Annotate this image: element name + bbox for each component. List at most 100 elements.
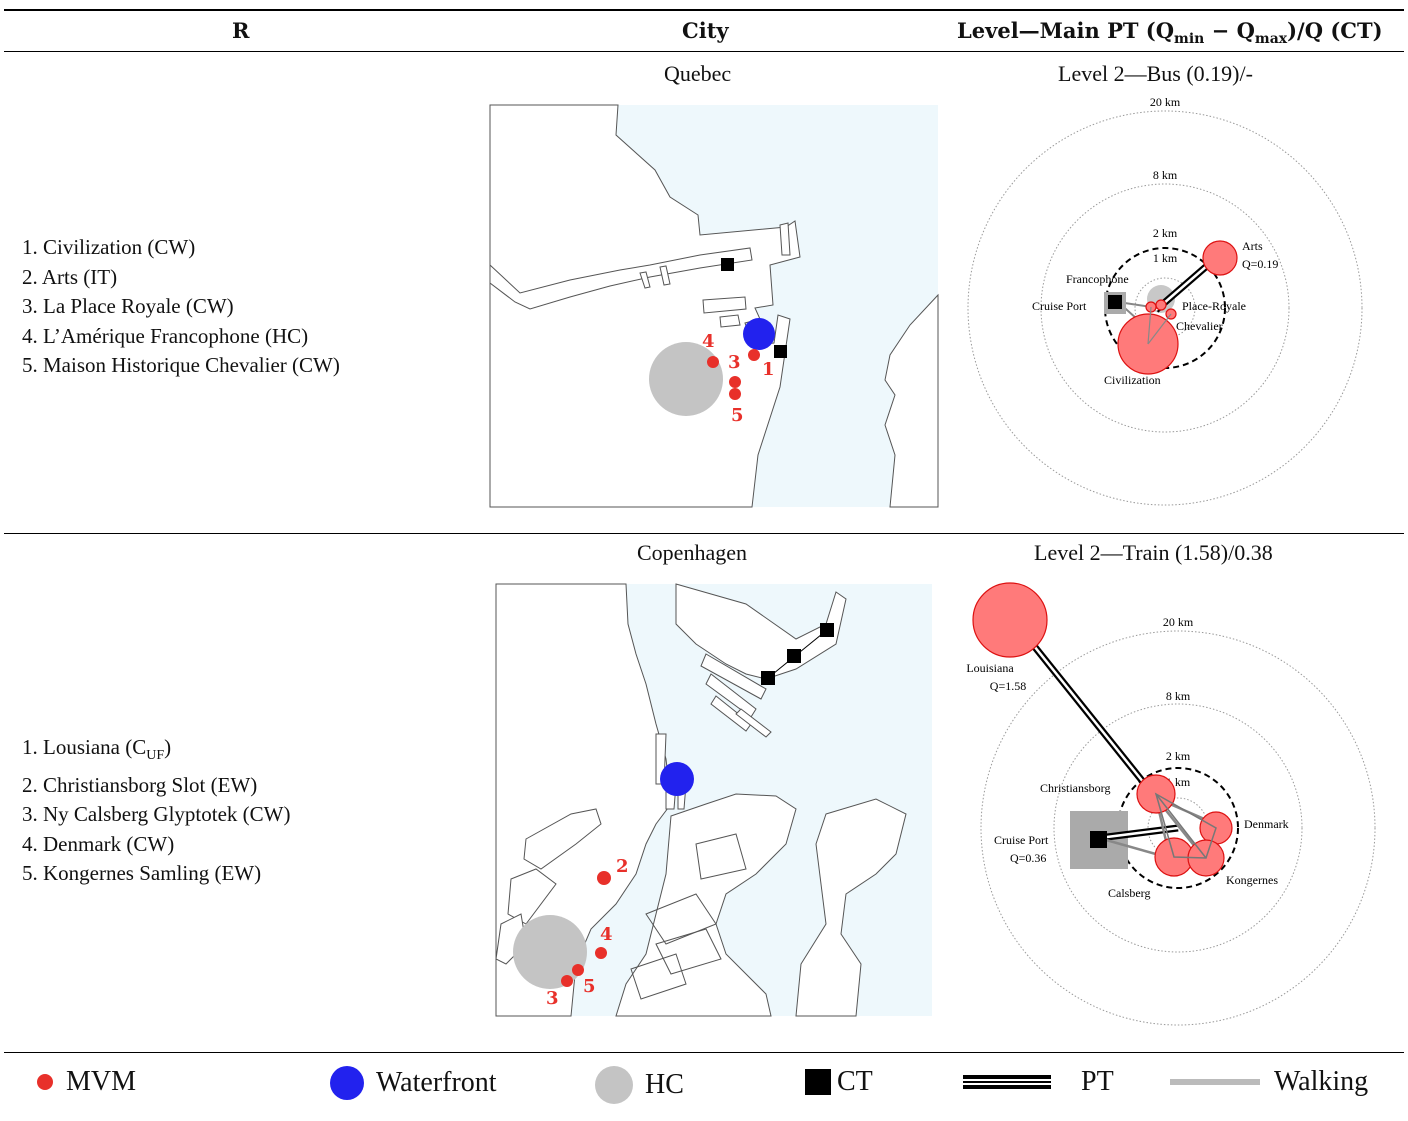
- node-label: Q=1.58: [990, 679, 1026, 693]
- ring-label: 2 km: [1153, 226, 1178, 240]
- map-label: 4: [600, 924, 613, 945]
- header-level: Level—Main PT (Qmin − Qmax)/Q (CT): [957, 18, 1383, 48]
- level-title-copenhagen: Level 2—Train (1.58)/0.38: [1034, 540, 1273, 565]
- legend-hc: HC: [595, 1066, 684, 1104]
- node-label: Q=0.36: [1010, 851, 1046, 865]
- hc-circle: [513, 915, 587, 989]
- legend-pt: PT: [963, 1066, 1114, 1098]
- piers: [489, 222, 791, 328]
- legend-label: Waterfront: [376, 1067, 497, 1098]
- cruise-port-square: [1090, 831, 1107, 848]
- mvm-icon: [37, 1074, 53, 1090]
- list-item: 5. Kongernes Samling (EW): [22, 861, 262, 886]
- waterfront-icon: [330, 1066, 364, 1100]
- mvm-dot: [707, 356, 719, 368]
- hc-circle: [649, 342, 723, 416]
- list-item: 4. Denmark (CW): [22, 831, 175, 856]
- museum-node: [1155, 299, 1167, 311]
- mvm-dot: [748, 349, 760, 361]
- table-top-rule: [4, 9, 1404, 11]
- walking-links-overlay: [1154, 792, 1217, 859]
- map-label: 2: [616, 856, 629, 877]
- list-item: 4. L’Amérique Francophone (HC): [22, 323, 309, 348]
- ring-label: 20 km: [1163, 615, 1194, 629]
- waterfront-circle: [660, 762, 694, 796]
- legend-mvm: MVM: [36, 1066, 136, 1098]
- legend: MVM Waterfront HC CT PT Walking: [0, 1062, 1408, 1112]
- node-label: Christiansborg: [1040, 781, 1110, 795]
- mvm-dot: [729, 376, 741, 388]
- walking-icon: [1170, 1079, 1260, 1085]
- node-label: Calsberg: [1108, 886, 1150, 900]
- ring-label: 20 km: [1150, 95, 1181, 109]
- copenhagen-map: 2 4 5 3: [495, 583, 932, 1017]
- mvm-dot: [597, 871, 611, 885]
- list-item: 2. Arts (IT): [22, 264, 118, 289]
- list-item: 2. Christiansborg Slot (EW): [22, 772, 258, 797]
- cruise-port-square: [1108, 295, 1122, 309]
- east-land: [795, 798, 907, 1017]
- mvm-dot: [561, 975, 573, 987]
- ct-icon: [805, 1069, 831, 1095]
- map-label: 4: [702, 331, 715, 352]
- map-label: 3: [728, 352, 741, 373]
- museum-list-quebec: 1. Civilization (CW) 2. Arts (IT) 3. La …: [22, 233, 340, 381]
- row-divider: [4, 533, 1404, 534]
- amager-land: [615, 793, 797, 1017]
- legend-label: HC: [645, 1069, 684, 1100]
- east-shore: [884, 293, 939, 508]
- walking-link: [1147, 306, 1152, 345]
- ring-20km: [980, 630, 1376, 1026]
- list-item: 3. Ny Calsberg Glyptotek (CW): [22, 802, 291, 827]
- mvm-dot: [572, 964, 584, 976]
- node-label: Q=0.19: [1242, 257, 1278, 271]
- header-city: City: [682, 18, 729, 43]
- node-label: Cruise Port: [994, 833, 1049, 847]
- quebec-network-diagram: 20 km 8 km 2 km 1 km Arts Q=0.19 Francop…: [967, 95, 1363, 506]
- list-item: 1. Lousiana (CUF): [22, 735, 172, 764]
- ct-square: [820, 623, 834, 637]
- mvm-dot: [595, 947, 607, 959]
- ring-2km: [1117, 767, 1239, 889]
- ring-8km: [1040, 183, 1290, 433]
- mvm-dot: [729, 388, 741, 400]
- list-item: 5. Maison Historique Chevalier (CW): [22, 353, 340, 377]
- node-label: Civilization: [1104, 373, 1161, 387]
- pt-icon: [963, 1075, 1051, 1089]
- ring-label: 8 km: [1166, 689, 1191, 703]
- legend-label: MVM: [66, 1066, 137, 1097]
- museum-node-arts: [1202, 240, 1238, 276]
- waterfront-circle: [743, 318, 775, 350]
- legend-label: PT: [1081, 1066, 1114, 1097]
- map-label: 1: [762, 359, 775, 380]
- ct-square: [787, 649, 801, 663]
- node-label: Arts: [1242, 239, 1263, 253]
- legend-ct: CT: [805, 1066, 873, 1098]
- land-mass: [495, 583, 672, 1017]
- table-bottom-rule: [4, 1052, 1404, 1053]
- quebec-map: 4 3 1 5: [489, 104, 939, 508]
- ring-20km: [967, 110, 1363, 506]
- museum-list-copenhagen: 1. Lousiana (CUF) 2. Christiansborg Slot…: [22, 733, 291, 889]
- ct-square: [721, 258, 734, 271]
- land-mass: [489, 104, 801, 508]
- node-label: Denmark: [1244, 817, 1289, 831]
- ring-8km: [1053, 703, 1303, 953]
- piers: [655, 583, 847, 810]
- ct-square: [774, 345, 787, 358]
- ring-1km: [1134, 277, 1196, 339]
- map-label: 5: [731, 405, 744, 426]
- city-title-quebec: Quebec: [664, 61, 732, 86]
- canal-blocks: [630, 833, 747, 1000]
- map-label: 5: [583, 976, 596, 997]
- list-item: 1. Civilization (CW): [22, 235, 196, 259]
- ct-square: [761, 671, 775, 685]
- list-item: 3. La Place Royale (CW): [22, 294, 234, 318]
- legend-walking: Walking: [1170, 1066, 1368, 1098]
- node-label: Cruise Port: [1032, 299, 1087, 313]
- legend-label: CT: [837, 1066, 873, 1097]
- ring-label: 8 km: [1153, 168, 1178, 182]
- header-rule: [4, 51, 1404, 52]
- map-label: 3: [546, 988, 559, 1009]
- node-label: Chevalier: [1176, 319, 1223, 333]
